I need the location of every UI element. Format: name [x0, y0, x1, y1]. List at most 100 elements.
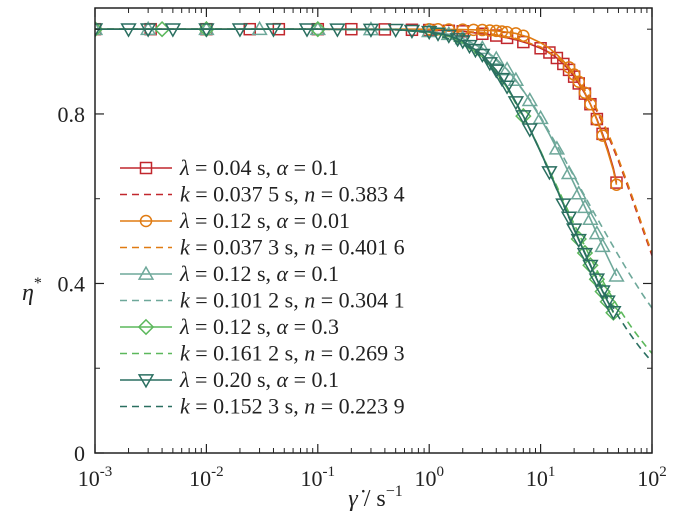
x-tick-label-0: 10-3 [78, 464, 113, 491]
data-point-8-4 [198, 23, 215, 38]
data-point-4-13 [521, 92, 538, 107]
data-point-4-20 [588, 225, 606, 240]
data-point-2-6 [483, 24, 497, 37]
data-point-4-11 [498, 61, 516, 76]
data-point-8-36 [599, 295, 616, 310]
legend-entry-2: λ = 0.12 s, α = 0.01 [120, 208, 350, 233]
data-point-8-5 [231, 23, 249, 38]
plot-frame [94, 7, 653, 454]
data-point-4-21 [594, 237, 611, 253]
data-point-8-30 [565, 223, 583, 238]
y-tick-label-2: 0.8 [58, 102, 86, 127]
data-point-8-3 [164, 23, 182, 38]
data-point-2-18 [596, 129, 609, 142]
data-point-8-25 [515, 110, 532, 125]
data-point-8-7 [298, 23, 316, 38]
legend-marker-6 [137, 318, 155, 336]
series-line-2 [95, 28, 618, 185]
data-point-8-33 [582, 259, 599, 275]
data-point-8-0 [95, 23, 104, 38]
legend-entry-8: λ = 0.20 s, α = 0.1 [120, 367, 339, 392]
data-point-8-2 [139, 23, 157, 38]
series-line-9 [95, 28, 652, 363]
legend-label-8: λ = 0.20 s, α = 0.1 [179, 367, 339, 392]
y-tick-label-1: 0.4 [58, 271, 86, 296]
series-line-7 [95, 28, 652, 354]
legend-marker-4 [137, 265, 155, 280]
data-point-8-32 [576, 247, 594, 263]
data-point-8-17 [461, 39, 478, 55]
data-point-2-14 [572, 75, 585, 88]
data-point-8-9 [362, 23, 380, 38]
data-point-0-15 [517, 35, 530, 49]
series-line-8 [95, 28, 615, 313]
data-point-8-27 [541, 166, 558, 181]
legend-label-2: λ = 0.12 s, α = 0.01 [179, 208, 350, 233]
data-point-4-18 [576, 198, 594, 214]
legend-label-1: k = 0.037 5 s, n = 0.383 4 [180, 182, 405, 207]
data-point-8-29 [560, 211, 578, 226]
data-point-2-19 [610, 178, 623, 191]
data-point-4-14 [532, 109, 549, 125]
series-layer [95, 20, 652, 363]
y-axis-label: η* [22, 275, 42, 306]
legend-label-9: k = 0.152 3 s, n = 0.223 9 [180, 394, 405, 419]
legend-entry-3: k = 0.037 3 s, n = 0.401 6 [120, 235, 405, 260]
data-point-4-12 [507, 71, 525, 86]
data-point-8-6 [265, 23, 282, 38]
axes: 10-3 10-2 10-1 100 101 102 0 0.4 0.8 γ̇ / s−1 η* [22, 7, 667, 512]
legend-entry-7: k = 0.161 2 s, n = 0.269 3 [120, 341, 405, 366]
data-point-4-22 [608, 267, 625, 282]
x-tick-label-1: 10-2 [189, 464, 224, 491]
data-point-4-4 [309, 20, 326, 36]
data-point-8-20 [481, 57, 498, 72]
legend-label-0: λ = 0.04 s, α = 0.1 [179, 155, 339, 180]
legend-marker-2 [139, 214, 153, 228]
data-point-8-28 [555, 198, 572, 213]
legend-label-7: k = 0.161 2 s, n = 0.269 3 [180, 341, 405, 366]
legend-marker-8 [137, 374, 155, 389]
data-point-4-0 [95, 20, 104, 36]
legend-entry-6: λ = 0.12 s, α = 0.3 [120, 314, 339, 339]
y-tick-label-0: 0 [74, 441, 85, 466]
x-tick-label-2: 10-1 [301, 464, 336, 491]
series-5 [95, 28, 652, 309]
data-point-2-8 [495, 25, 509, 38]
legend-entry-0: λ = 0.04 s, α = 0.1 [120, 155, 339, 180]
legend-entry-4: λ = 0.12 s, α = 0.1 [120, 261, 339, 286]
data-point-8-35 [594, 285, 611, 300]
x-tick-label-3: 100 [414, 464, 444, 491]
legend: λ = 0.04 s, α = 0.1k = 0.037 5 s, n = 0.… [120, 155, 405, 419]
data-point-8-8 [329, 23, 346, 38]
series-7 [95, 28, 652, 354]
legend-entry-1: k = 0.037 5 s, n = 0.383 4 [120, 182, 405, 207]
data-point-2-4 [467, 23, 480, 37]
data-point-8-34 [588, 273, 606, 288]
x-tick-label-4: 101 [526, 464, 556, 491]
series-line-0 [95, 28, 618, 183]
series-line-5 [95, 28, 652, 309]
data-point-8-18 [467, 43, 484, 59]
data-point-4-15 [548, 140, 566, 155]
data-point-4-1 [139, 20, 157, 36]
data-point-4-19 [582, 210, 599, 225]
series-line-6 [95, 28, 615, 314]
legend-label-6: λ = 0.12 s, α = 0.3 [179, 314, 339, 339]
x-axis-label: γ̇ / s−1 [348, 483, 403, 512]
legend-label-5: k = 0.101 2 s, n = 0.304 1 [180, 288, 405, 313]
data-point-8-26 [521, 123, 538, 138]
data-point-8-24 [507, 96, 525, 111]
data-point-8-22 [493, 72, 511, 88]
data-point-2-11 [517, 29, 530, 42]
series-9 [95, 28, 652, 363]
legend-label-4: λ = 0.12 s, α = 0.1 [179, 261, 339, 286]
data-point-8-1 [120, 23, 137, 38]
data-point-8-31 [570, 233, 587, 249]
legend-marker-0 [139, 161, 153, 175]
data-point-4-3 [251, 20, 268, 36]
legend-entry-5: k = 0.101 2 s, n = 0.304 1 [120, 288, 405, 313]
data-point-4-5 [362, 21, 380, 36]
x-tick-label-5: 102 [637, 464, 667, 491]
data-point-8-23 [498, 80, 516, 95]
